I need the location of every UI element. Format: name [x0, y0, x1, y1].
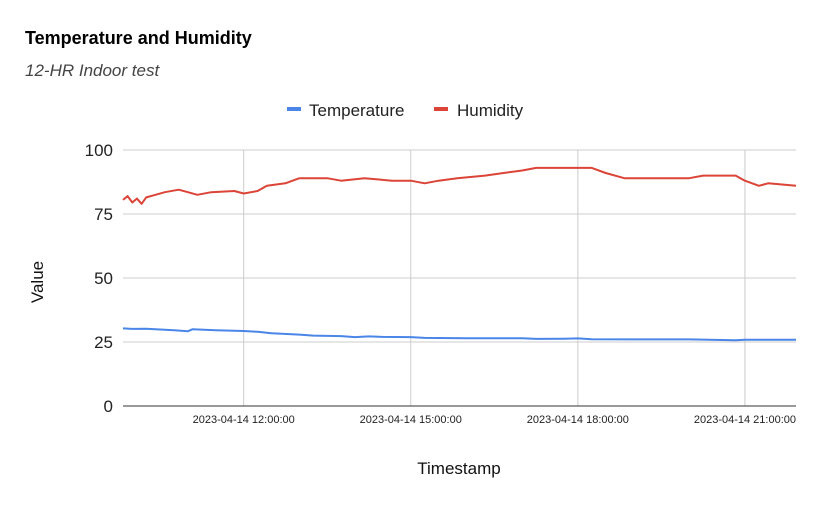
- y-axis-ticks: 0 25 50 75 100: [85, 141, 113, 416]
- legend-swatch-humidity: [434, 107, 448, 111]
- y-axis-label: Value: [28, 261, 47, 303]
- x-tick-label: 2023-04-14 15:00:00: [360, 414, 462, 426]
- x-axis-ticks: 2023-04-14 12:00:00 2023-04-14 15:00:00 20…: [193, 414, 796, 426]
- legend-label-temperature: Temperature: [309, 101, 404, 120]
- legend-swatch-temperature: [287, 107, 301, 111]
- chart-title: Temperature and Humidity: [25, 28, 252, 48]
- x-tick-label: 2023-04-14 12:00:00: [193, 414, 295, 426]
- x-tick-label: 2023-04-14 21:00:00: [694, 414, 796, 426]
- gridlines: [123, 149, 796, 406]
- x-tick-label: 2023-04-14 18:00:00: [527, 414, 629, 426]
- x-axis-label: Timestamp: [417, 459, 500, 478]
- chart-subtitle: 12-HR Indoor test: [25, 61, 160, 80]
- series-lines: [122, 166, 797, 342]
- legend: Temperature Humidity: [287, 101, 524, 120]
- y-tick-label: 100: [85, 141, 113, 160]
- series-line-humidity: [122, 166, 797, 205]
- series-line-temperature: [122, 327, 796, 342]
- y-tick-label: 75: [94, 205, 113, 224]
- legend-label-humidity: Humidity: [457, 101, 524, 120]
- y-tick-label: 50: [94, 269, 113, 288]
- y-tick-label: 0: [104, 397, 113, 416]
- y-tick-label: 25: [94, 333, 113, 352]
